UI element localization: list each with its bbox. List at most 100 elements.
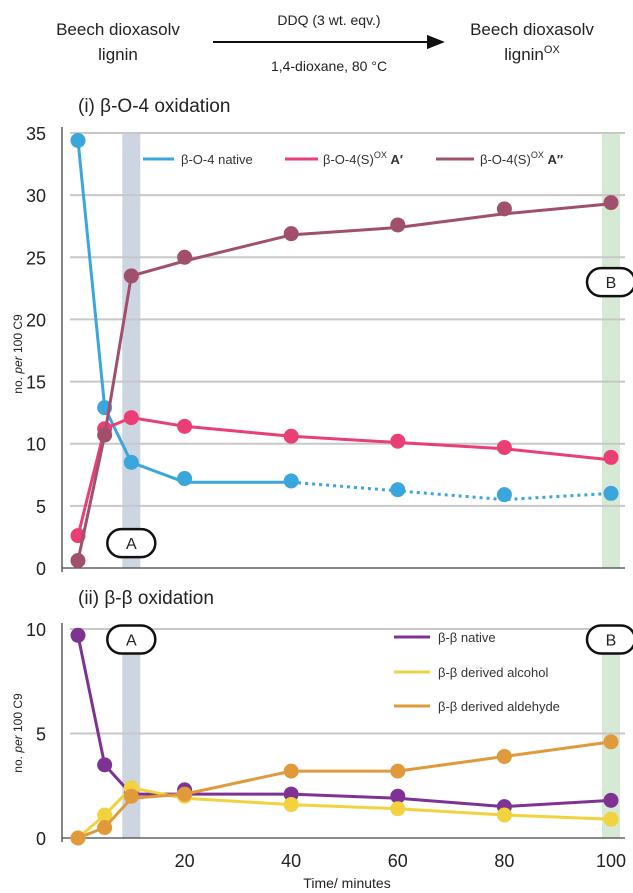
x-tick-label: 60 (388, 851, 408, 871)
product-name-line2: ligninOX (504, 44, 560, 64)
panel-title: (ii) β-β oxidation (78, 588, 214, 609)
data-point (283, 786, 299, 802)
data-point (603, 485, 619, 501)
series-mauve (70, 195, 619, 569)
y-tick-label: 30 (26, 186, 46, 206)
legend-item-beta-o-4-s-ox-a2: β-O-4(S)OX A″ (436, 150, 563, 167)
panel-beta-o-4: (i) β-O-4 oxidation no. per 100 C9 0 5 10 1… (11, 96, 633, 579)
reaction-scheme: Beech dioxasolv lignin DDQ (3 wt. eqv.) … (56, 12, 594, 74)
x-ticks: 20 40 60 80 100 (175, 851, 626, 871)
data-point (97, 807, 113, 823)
data-point (603, 792, 619, 808)
y-axis-label: no. per 100 C9 (11, 314, 25, 394)
legend-label: β-β derived alcohol (438, 665, 548, 680)
reaction-reagent: DDQ (3 wt. eqv.) (277, 12, 380, 28)
y-tick-label: 25 (26, 248, 46, 268)
legend-label: β-β native (438, 630, 496, 645)
reactant-name-line1: Beech dioxasolv (56, 20, 180, 39)
series-line (77, 740, 612, 840)
data-point (496, 807, 512, 823)
y-tick-label: 35 (26, 124, 46, 144)
product-name-line1: Beech dioxasolv (470, 20, 594, 39)
y-tick-label: 20 (26, 310, 46, 330)
data-point (283, 428, 299, 444)
callout-bubble (106, 527, 157, 559)
callout-B: B (585, 266, 633, 298)
callout-bubble (585, 624, 633, 655)
x-axis-label: Time/ minutes (303, 875, 390, 891)
series-pink (70, 410, 619, 544)
data-point (283, 473, 299, 489)
data-point (283, 763, 299, 779)
axes (61, 127, 625, 572)
series-line (76, 202, 612, 561)
legend-item-beta-o-4-s-ox-a1: β-O-4(S)OX A′ (285, 150, 403, 167)
y-axis-label: no. per 100 C9 (11, 693, 25, 773)
data-point (70, 132, 86, 148)
data-point (97, 427, 113, 443)
data-point (70, 553, 86, 569)
data-point (390, 788, 406, 804)
highlight-bands (122, 133, 620, 568)
y-ticks: 0 5 10 15 20 25 30 35 (26, 124, 46, 579)
data-point (123, 788, 139, 804)
product-name-base: lignin (504, 45, 544, 64)
legend-item-beta-o-4-native: β-O-4 native (143, 152, 253, 167)
callout-label: B (606, 632, 617, 649)
data-point (390, 763, 406, 779)
axes (61, 623, 625, 842)
callout-A: A (106, 527, 157, 559)
data-point (390, 433, 406, 449)
series-line (76, 634, 612, 809)
legend-item-beta-beta-alcohol: β-β derived alcohol (394, 665, 548, 680)
callout-bubble (585, 266, 633, 298)
data-point (177, 418, 193, 434)
data-point (390, 482, 406, 498)
data-point (603, 195, 619, 211)
data-point (70, 830, 86, 846)
data-point (603, 811, 619, 827)
data-point (123, 268, 139, 284)
legend-item-beta-beta-native: β-β native (394, 630, 496, 645)
legend-label: β-O-4 native (181, 152, 253, 167)
series-purple (70, 627, 619, 815)
data-point (123, 454, 139, 470)
reaction-conditions: 1,4-dioxane, 80 °C (271, 58, 387, 74)
product-name-sup: OX (544, 44, 561, 56)
callout-label: A (126, 536, 137, 553)
y-tick-label: 5 (36, 497, 46, 517)
panel-beta-beta: (ii) β-β oxidation no. per 100 C9 0 5 10 2… (11, 588, 633, 871)
data-point (496, 439, 512, 455)
y-tick-label: 0 (36, 559, 46, 579)
grid (70, 132, 625, 507)
grid (70, 628, 625, 735)
x-tick-label: 20 (175, 851, 195, 871)
x-tick-label: 40 (281, 851, 301, 871)
callout-B: B (585, 624, 633, 655)
reactant-name-line2: lignin (98, 45, 138, 64)
data-point (177, 249, 193, 265)
data-point (390, 801, 406, 817)
callout-label: A (126, 632, 137, 649)
series-orange (70, 734, 619, 846)
legend-item-beta-beta-aldehyde: β-β derived aldehyde (394, 699, 560, 714)
callout-label: B (606, 275, 617, 292)
y-tick-label: 0 (36, 829, 46, 849)
data-point (97, 820, 113, 836)
data-point (603, 449, 619, 465)
data-point (496, 201, 512, 217)
y-tick-label: 5 (36, 725, 46, 745)
data-point (390, 217, 406, 233)
data-point (283, 797, 299, 813)
panel-title: (i) β-O-4 oxidation (78, 96, 230, 117)
series-line (76, 416, 612, 537)
y-tick-label: 15 (26, 373, 46, 393)
data-point (283, 226, 299, 242)
band-A (122, 133, 141, 568)
series-line-dotted (291, 480, 612, 502)
x-tick-label: 80 (494, 851, 514, 871)
legend-label: β-O-4(S)OX A″ (480, 150, 563, 167)
legend-label: β-β derived aldehyde (438, 699, 560, 714)
